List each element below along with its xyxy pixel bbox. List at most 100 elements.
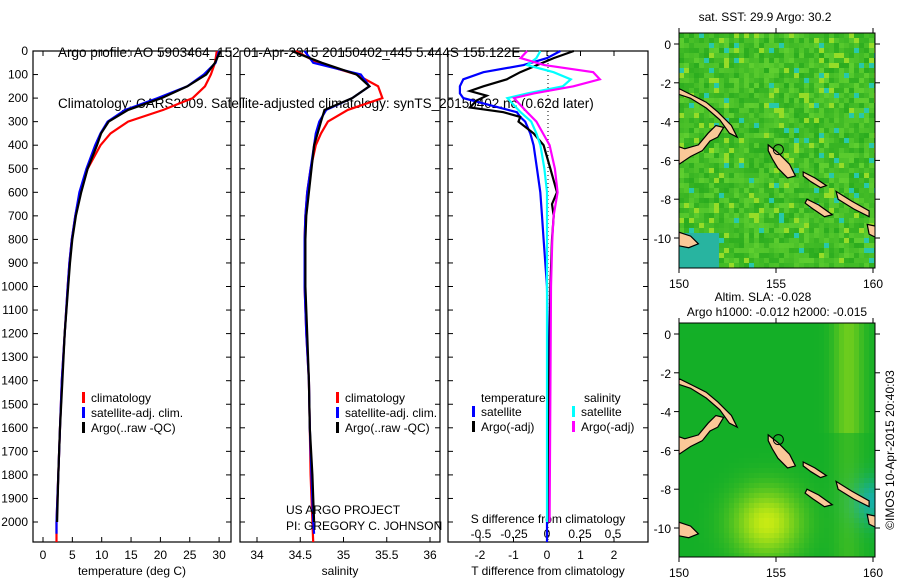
map-cell — [749, 138, 754, 143]
map-cell — [774, 43, 779, 48]
map-cell — [864, 258, 869, 263]
map-cell — [869, 403, 874, 408]
map-cell — [694, 473, 699, 478]
map-cell — [729, 523, 734, 528]
map-cell — [734, 408, 739, 413]
map-cell — [739, 163, 744, 168]
map-cell — [684, 348, 689, 353]
map-cell — [739, 443, 744, 448]
map-cell — [729, 143, 734, 148]
map-cell — [719, 43, 724, 48]
map-cell — [759, 203, 764, 208]
map-cell — [794, 73, 799, 78]
map-cell — [754, 338, 759, 343]
map-cell — [789, 228, 794, 233]
map-cell — [714, 188, 719, 193]
map-cell — [689, 173, 694, 178]
y-tick-label: 1500 — [1, 397, 28, 411]
map-cell — [864, 48, 869, 53]
map-cell — [819, 423, 824, 428]
map-cell — [834, 433, 839, 438]
map-cell — [789, 148, 794, 153]
map-cell — [859, 488, 864, 493]
map-cell — [764, 338, 769, 343]
map-cell — [819, 328, 824, 333]
map-cell — [764, 418, 769, 423]
map-cell — [844, 163, 849, 168]
map-cell — [744, 333, 749, 338]
map-cell — [699, 213, 704, 218]
map-cell — [729, 408, 734, 413]
map-cell — [844, 128, 849, 133]
map-cell — [734, 38, 739, 43]
map-cell — [749, 348, 754, 353]
map-cell — [714, 448, 719, 453]
map-cell — [719, 463, 724, 468]
map-cell — [709, 343, 714, 348]
map-cell — [854, 148, 859, 153]
map-cell — [749, 483, 754, 488]
map-cell — [814, 123, 819, 128]
map-cell — [809, 368, 814, 373]
map-cell — [864, 38, 869, 43]
map-cell — [739, 148, 744, 153]
map-cell — [684, 123, 689, 128]
map-cell — [849, 63, 854, 68]
map-cell — [689, 103, 694, 108]
map-cell — [714, 63, 719, 68]
map-cell — [679, 203, 684, 208]
map-cell — [759, 423, 764, 428]
map-cell — [744, 378, 749, 383]
map-cell — [784, 433, 789, 438]
map-cell — [819, 138, 824, 143]
land-mass — [679, 521, 700, 539]
map-cell — [739, 113, 744, 118]
map-cell — [779, 338, 784, 343]
map-cell — [694, 48, 699, 53]
map-cell — [829, 163, 834, 168]
map-cell — [809, 88, 814, 93]
map-cell — [829, 183, 834, 188]
map-cell — [804, 53, 809, 58]
map-cell — [849, 38, 854, 43]
map-cell — [779, 343, 784, 348]
map-cell — [744, 203, 749, 208]
map-cell — [824, 223, 829, 228]
map-cell — [789, 213, 794, 218]
map-cell — [854, 78, 859, 83]
map-cell — [869, 498, 874, 503]
map-cell — [824, 243, 829, 248]
map-cell — [749, 428, 754, 433]
map-cell — [784, 108, 789, 113]
map-cell — [754, 418, 759, 423]
map-cell — [734, 113, 739, 118]
map-cell — [804, 543, 809, 548]
map-cell — [804, 33, 809, 38]
y-tick-label: 100 — [8, 68, 28, 82]
map-cell — [714, 153, 719, 158]
map-cell — [704, 248, 709, 253]
map-cell — [859, 38, 864, 43]
map-cell — [724, 443, 729, 448]
map-cell — [824, 138, 829, 143]
map-cell — [679, 123, 684, 128]
map-cell — [754, 508, 759, 513]
map-cell — [804, 553, 809, 557]
map-cell — [744, 418, 749, 423]
map-cell — [839, 508, 844, 513]
map-cell — [699, 113, 704, 118]
map-cell — [819, 233, 824, 238]
map-cell — [759, 178, 764, 183]
map-cell — [844, 343, 849, 348]
y-tick-label: 0 — [21, 44, 28, 58]
map-cell — [864, 463, 869, 468]
map-cell — [749, 413, 754, 418]
map-cell — [744, 368, 749, 373]
map-cell — [684, 263, 689, 268]
map-cell — [754, 98, 759, 103]
map-cell — [824, 553, 829, 557]
map-cell — [704, 73, 709, 78]
map-cell — [869, 433, 874, 438]
map-cell — [794, 228, 799, 233]
